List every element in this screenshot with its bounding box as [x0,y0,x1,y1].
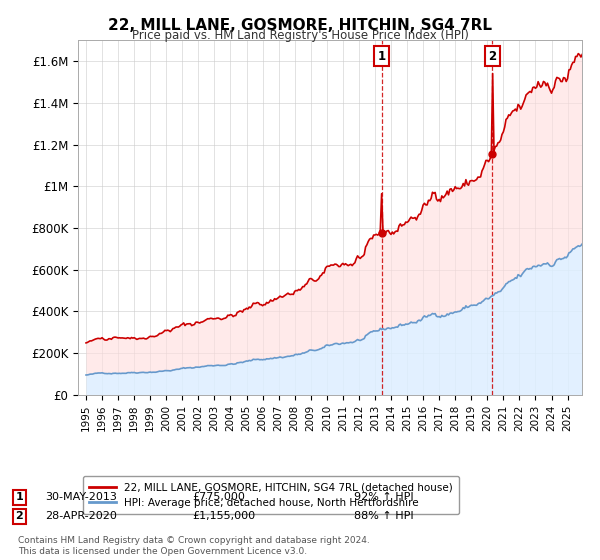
Text: 2: 2 [16,511,23,521]
Legend: 22, MILL LANE, GOSMORE, HITCHIN, SG4 7RL (detached house), HPI: Average price, d: 22, MILL LANE, GOSMORE, HITCHIN, SG4 7RL… [83,476,459,514]
Text: 22, MILL LANE, GOSMORE, HITCHIN, SG4 7RL: 22, MILL LANE, GOSMORE, HITCHIN, SG4 7RL [108,18,492,33]
Text: 30-MAY-2013: 30-MAY-2013 [45,492,117,502]
Text: 88% ↑ HPI: 88% ↑ HPI [354,511,413,521]
Text: 1: 1 [377,50,386,63]
Text: Price paid vs. HM Land Registry's House Price Index (HPI): Price paid vs. HM Land Registry's House … [131,29,469,42]
Text: Contains HM Land Registry data © Crown copyright and database right 2024.
This d: Contains HM Land Registry data © Crown c… [18,536,370,556]
Text: 2: 2 [488,50,496,63]
Text: £1,155,000: £1,155,000 [192,511,255,521]
Text: 28-APR-2020: 28-APR-2020 [45,511,117,521]
Text: 1: 1 [16,492,23,502]
Text: 92% ↑ HPI: 92% ↑ HPI [354,492,413,502]
Text: £775,000: £775,000 [192,492,245,502]
